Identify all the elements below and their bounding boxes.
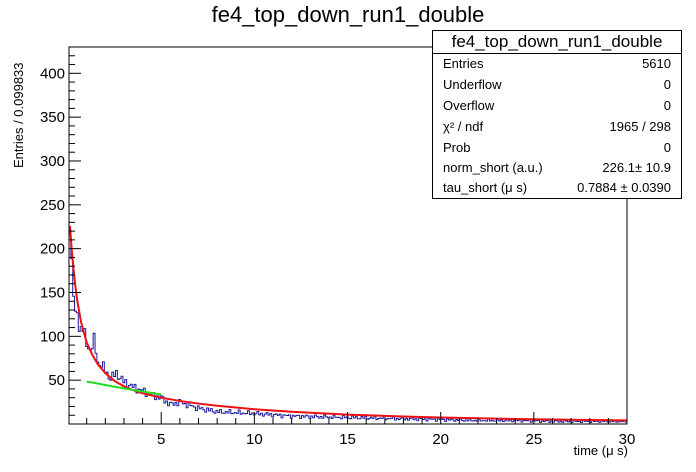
stats-key: χ² / ndf <box>443 119 484 134</box>
axes: 5 10 15 20 25 30 50 100 150 200 250 300 350 400 <box>40 46 636 448</box>
stats-value: 0 <box>663 77 671 92</box>
stats-value: 1965 / 298 <box>609 119 671 134</box>
stats-key: tau_short (μ s) <box>443 180 528 195</box>
x-axis-label: time (μ s) <box>573 443 628 458</box>
stats-row-entries: Entries 5610 <box>443 54 671 74</box>
x-tick-label: 30 <box>619 431 636 448</box>
y-tick-label: 200 <box>40 241 65 258</box>
stats-value: 0 <box>663 98 671 113</box>
stats-key: Overflow <box>443 98 495 113</box>
x-tick-label: 20 <box>432 431 449 448</box>
stats-value: 0 <box>663 140 671 155</box>
stats-row-prob: Prob 0 <box>443 138 671 158</box>
stats-value: 5610 <box>642 56 671 71</box>
stats-key: Prob <box>443 140 471 155</box>
stats-row-norm-short: norm_short (a.u.) 226.1± 10.9 <box>443 158 671 178</box>
x-tick-label: 5 <box>157 431 165 448</box>
stats-value: 0.7884 ± 0.0390 <box>577 180 671 195</box>
stats-row-chi2: χ² / ndf 1965 / 298 <box>443 117 671 137</box>
y-tick-label: 50 <box>48 372 65 389</box>
y-tick-label: 250 <box>40 197 65 214</box>
y-axis-label: Entries / 0.099833 <box>11 62 26 168</box>
x-tick-label: 25 <box>526 431 543 448</box>
stats-box-title: fe4_top_down_run1_double <box>433 31 681 54</box>
chart-title: fe4_top_down_run1_double <box>211 2 485 27</box>
y-tick-label: 150 <box>40 284 65 301</box>
stats-key: Entries <box>443 56 484 71</box>
y-tick-label: 350 <box>40 109 65 126</box>
fit-curves-layer <box>68 225 628 422</box>
x-tick-label: 15 <box>339 431 356 448</box>
stats-key: norm_short (a.u.) <box>443 160 543 175</box>
fit-long-curve <box>86 380 162 396</box>
stats-key: Underflow <box>443 77 502 92</box>
y-tick-label: 100 <box>40 328 65 345</box>
stats-row-tau-short: tau_short (μ s) 0.7884 ± 0.0390 <box>443 178 671 198</box>
y-tick-label: 400 <box>40 65 65 82</box>
stats-row-overflow: Overflow 0 <box>443 96 671 116</box>
y-tick-label: 300 <box>40 153 65 170</box>
fit-total-curve <box>68 225 628 422</box>
stats-value: 226.1± 10.9 <box>602 160 671 175</box>
stats-box: fe4_top_down_run1_double Entries 5610 Un… <box>432 30 682 199</box>
x-tick-label: 10 <box>246 431 263 448</box>
stats-row-underflow: Underflow 0 <box>443 75 671 95</box>
